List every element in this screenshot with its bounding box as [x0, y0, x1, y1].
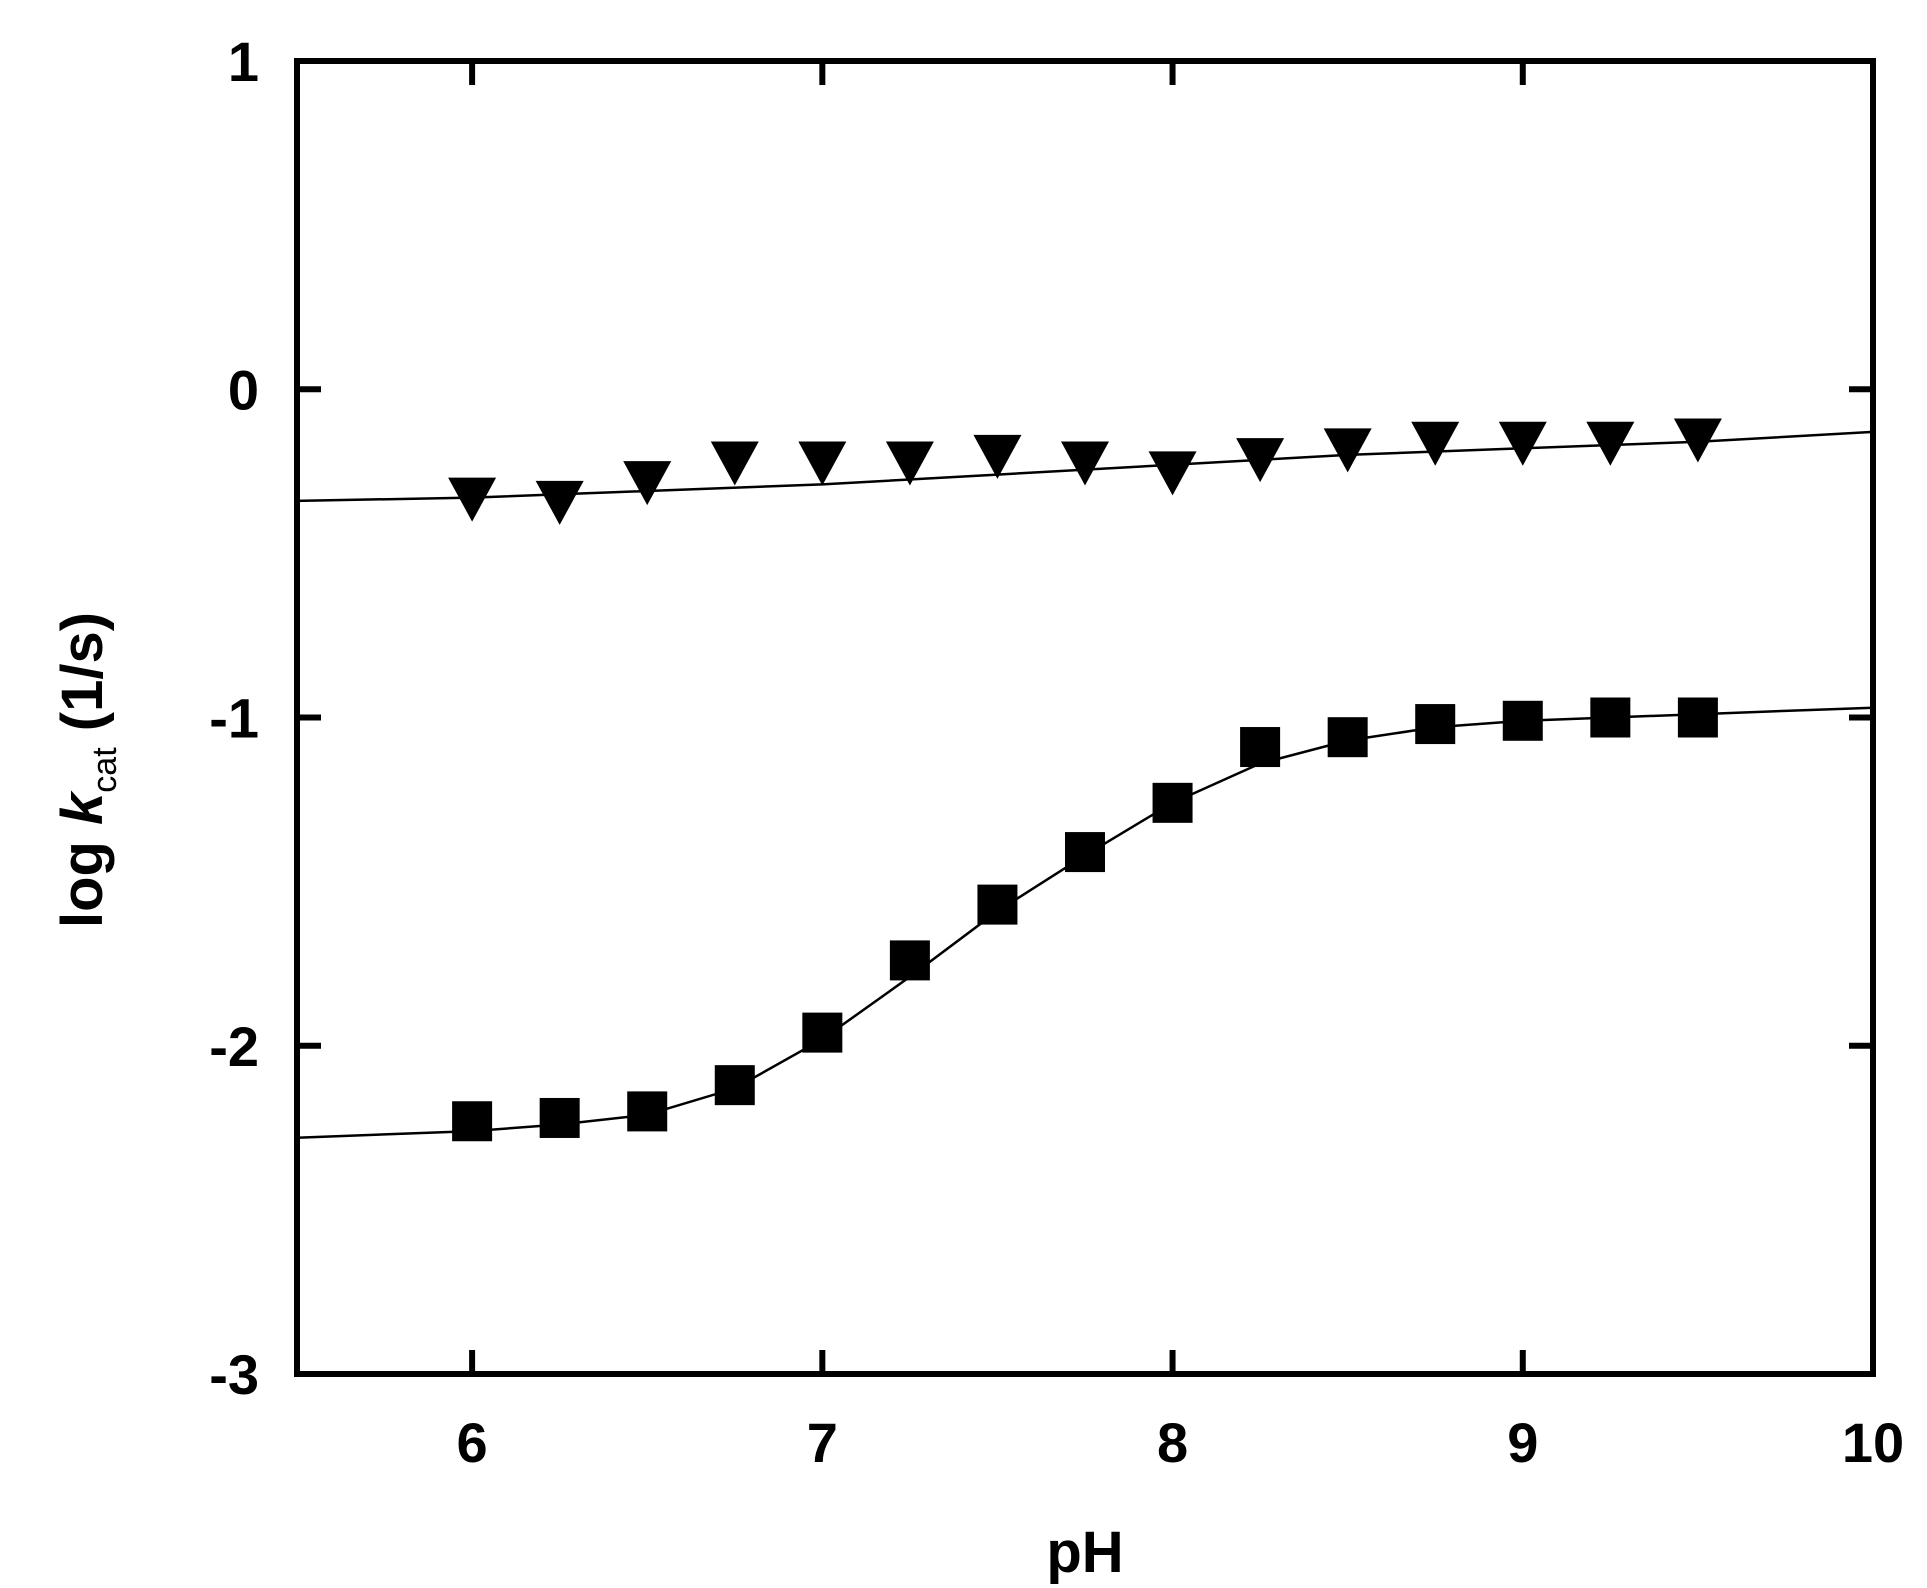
triangle-marker: [1236, 438, 1285, 483]
x-tick-label: 8: [1157, 1411, 1188, 1474]
square-marker: [714, 1065, 755, 1106]
triangle-marker: [623, 461, 672, 506]
square-marker: [1677, 697, 1718, 738]
triangle-marker: [1148, 451, 1197, 496]
x-axis-label: pH: [1046, 1520, 1123, 1585]
y-tick-label: -3: [209, 1343, 259, 1406]
triangle-marker: [710, 441, 759, 486]
square-marker: [977, 884, 1018, 925]
square-marker: [1590, 697, 1631, 738]
data-markers: [448, 418, 1722, 1142]
y-axis-label-symbol: k: [50, 790, 115, 825]
square-marker: [1065, 832, 1105, 873]
square-marker: [1152, 782, 1193, 823]
y-axis-label: log kcat (1/s): [50, 612, 124, 928]
x-tick-label: 6: [457, 1411, 488, 1474]
triangle-marker: [973, 434, 1022, 479]
square-marker: [802, 1012, 843, 1053]
square-marker: [1240, 727, 1281, 768]
triangle-marker: [535, 480, 584, 525]
triangle-marker: [1323, 428, 1372, 473]
x-tick-label: 9: [1507, 1411, 1538, 1474]
triangle-marker: [798, 441, 847, 486]
square-marker: [889, 940, 930, 981]
y-tick-label: -1: [209, 687, 259, 750]
triangle-marker: [1673, 418, 1722, 463]
fit-lines: [296, 430, 1874, 1139]
fit-line-series-2: [296, 706, 1874, 1139]
y-axis-label-suffix: (1/s): [50, 612, 115, 747]
triangle-marker: [1411, 421, 1460, 466]
square-marker: [1502, 700, 1543, 741]
y-tick-label: 1: [228, 30, 259, 93]
square-marker: [1415, 704, 1456, 745]
triangle-marker: [885, 441, 934, 486]
square-marker: [1327, 717, 1368, 758]
square-marker: [452, 1101, 493, 1142]
square-marker: [627, 1091, 668, 1132]
x-tick-label: 10: [1842, 1411, 1904, 1474]
y-axis-label-subscript: cat: [86, 747, 124, 793]
triangle-marker: [1061, 441, 1109, 486]
y-axis-label-prefix: log: [50, 825, 115, 928]
axes: [294, 58, 1876, 1377]
triangle-marker: [1586, 421, 1635, 466]
square-marker: [539, 1097, 580, 1138]
x-tick-label: 7: [807, 1411, 838, 1474]
triangle-marker: [448, 477, 497, 522]
y-tick-label: -2: [209, 1015, 259, 1078]
triangle-marker: [1498, 421, 1547, 466]
y-tick-label: 0: [228, 358, 259, 421]
